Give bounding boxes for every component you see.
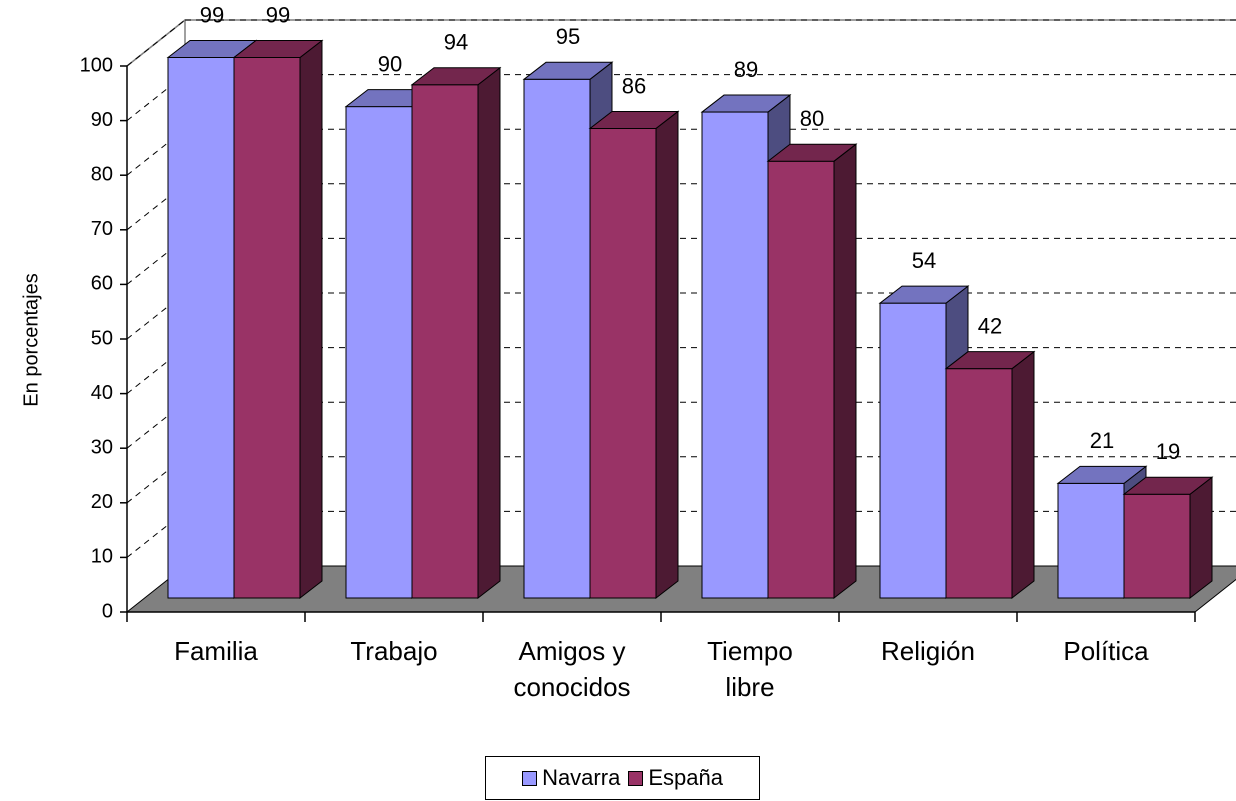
grid-line xyxy=(126,511,186,558)
y-tick-label: 40 xyxy=(91,382,113,404)
bar xyxy=(879,302,947,599)
legend: Navarra España xyxy=(485,756,760,800)
bar xyxy=(1057,482,1125,599)
legend-swatch xyxy=(628,770,644,786)
bar-side xyxy=(1189,476,1213,600)
x-tick-label: Política xyxy=(1063,636,1149,666)
value-label: 89 xyxy=(734,57,758,82)
grid-line xyxy=(126,292,186,340)
grid-line xyxy=(126,238,186,285)
bar-top xyxy=(1122,476,1214,495)
bar-top xyxy=(944,351,1036,370)
grid-line xyxy=(126,347,186,394)
bar xyxy=(523,78,591,599)
y-tick-label: 30 xyxy=(91,436,113,458)
grid-line xyxy=(126,74,186,121)
y-axis-label: En porcentajes xyxy=(20,273,42,406)
value-label: 19 xyxy=(1156,439,1180,464)
bar-side xyxy=(299,39,323,600)
bar xyxy=(945,368,1013,599)
value-label: 90 xyxy=(378,51,402,76)
bar xyxy=(589,127,657,599)
x-tick-label: Religión xyxy=(881,636,975,666)
bar xyxy=(167,56,235,599)
x-tick-label: Trabajo xyxy=(350,636,438,666)
value-label: 99 xyxy=(266,2,290,27)
bar-top xyxy=(878,285,970,304)
y-tick-label: 70 xyxy=(91,218,113,240)
bar xyxy=(701,111,769,599)
bar-side xyxy=(477,66,501,600)
value-label: 80 xyxy=(800,106,824,131)
bar-top xyxy=(1056,465,1148,484)
y-tick-label: 80 xyxy=(91,163,113,185)
bar xyxy=(233,56,301,599)
y-tick-label: 90 xyxy=(91,109,113,131)
y-tick-label: 50 xyxy=(91,327,113,349)
legend-label: España xyxy=(648,765,723,790)
bar-top xyxy=(522,61,614,80)
value-label: 42 xyxy=(978,313,1002,338)
bar xyxy=(1123,493,1191,599)
grid-line xyxy=(126,128,186,176)
value-label: 95 xyxy=(556,24,580,49)
y-tick-label: 0 xyxy=(102,600,113,622)
y-tick-label: 100 xyxy=(80,54,113,76)
grid-line xyxy=(126,19,186,67)
y-tick-label: 10 xyxy=(91,546,113,568)
x-tick-label: Familia xyxy=(174,636,258,666)
value-label: 21 xyxy=(1090,428,1114,453)
bar-top xyxy=(410,67,502,86)
bar-side xyxy=(833,143,857,600)
bar xyxy=(345,106,413,599)
bar xyxy=(411,84,479,599)
bar-top xyxy=(232,39,324,58)
bar xyxy=(767,160,835,599)
legend-item: Navarra xyxy=(522,765,620,791)
value-label: 86 xyxy=(622,73,646,98)
legend-item: España xyxy=(628,765,723,791)
grid-line xyxy=(126,183,186,231)
y-tick-label: 20 xyxy=(91,491,113,513)
bar-side xyxy=(655,110,679,600)
value-label: 99 xyxy=(200,2,224,27)
bar-top xyxy=(766,143,858,162)
bar-top xyxy=(700,94,792,113)
grid-line xyxy=(126,456,186,504)
legend-label: Navarra xyxy=(542,765,621,790)
value-label: 54 xyxy=(912,248,936,273)
y-tick-label: 60 xyxy=(91,273,113,295)
value-label: 94 xyxy=(444,30,468,55)
grid-line xyxy=(126,401,186,449)
bar-top xyxy=(588,110,680,129)
x-tick-label: Tiempo libre xyxy=(707,636,793,702)
bar-side xyxy=(1011,350,1035,600)
x-tick-label: Amigos y conocidos xyxy=(513,636,631,702)
legend-swatch xyxy=(522,770,538,786)
